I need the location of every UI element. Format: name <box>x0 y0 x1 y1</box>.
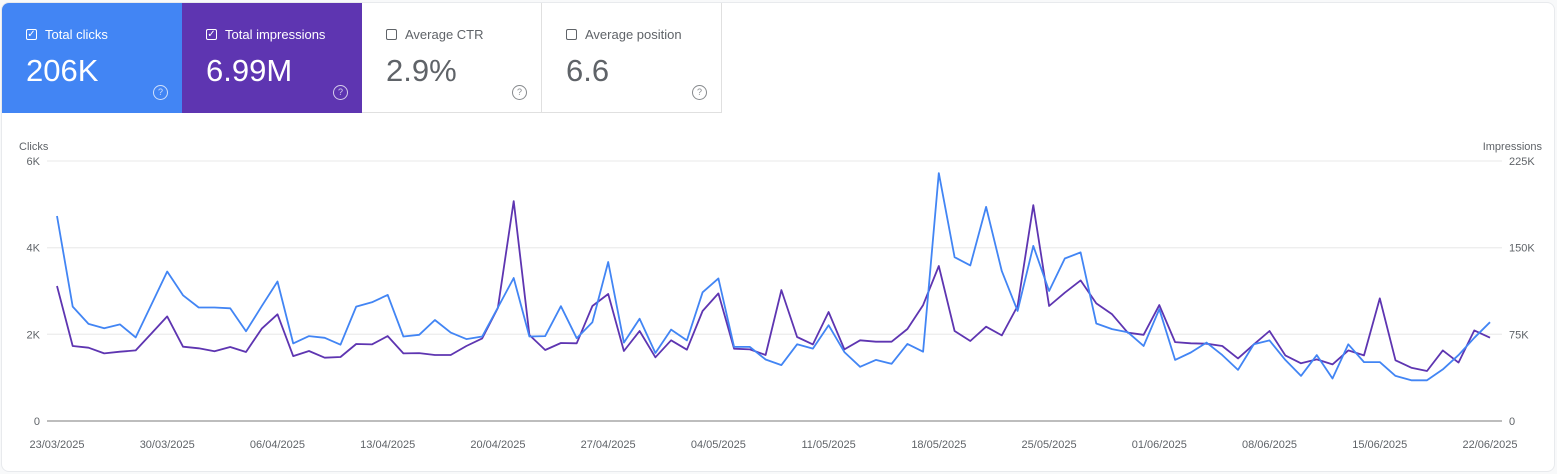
metric-value: 2.9% <box>386 53 457 88</box>
series-line-impressions <box>56 200 1491 372</box>
help-icon[interactable]: ? <box>153 85 168 100</box>
metric-label: Average CTR <box>405 27 484 42</box>
x-tick-label: 27/04/2025 <box>581 439 636 451</box>
metric-tile-total-impressions[interactable]: ✓ Total impressions 6.99M ? <box>182 3 362 113</box>
metric-tiles: ✓ Total clicks 206K ? ✓ Total impression… <box>2 3 722 113</box>
metric-value: 6.99M <box>206 53 293 88</box>
right-tick-label: 75K <box>1509 329 1529 341</box>
checkbox-unchecked-icon[interactable] <box>386 29 397 40</box>
x-tick-label: 06/04/2025 <box>250 439 305 451</box>
help-icon[interactable]: ? <box>333 85 348 100</box>
x-tick-label: 23/03/2025 <box>29 439 84 451</box>
metric-label: Average position <box>585 27 682 42</box>
metric-label: Total clicks <box>45 27 108 42</box>
left-tick-label: 4K <box>27 243 41 255</box>
x-tick-label: 20/04/2025 <box>470 439 525 451</box>
metric-label: Total impressions <box>225 27 326 42</box>
checkbox-unchecked-icon[interactable] <box>566 29 577 40</box>
x-tick-label: 25/05/2025 <box>1022 439 1077 451</box>
metric-value: 6.6 <box>566 53 610 88</box>
left-tick-label: 6K <box>27 156 41 168</box>
right-axis-label: Impressions <box>1483 141 1543 153</box>
x-tick-label: 15/06/2025 <box>1352 439 1407 451</box>
x-tick-label: 11/05/2025 <box>801 439 855 451</box>
left-tick-label: 0 <box>34 416 40 428</box>
right-tick-label: 0 <box>1509 416 1515 428</box>
x-tick-label: 08/06/2025 <box>1242 439 1297 451</box>
x-tick-label: 01/06/2025 <box>1132 439 1187 451</box>
performance-chart: Clicks Impressions 0 0 2K 75K 4K 150K 6K 225K 23… <box>19 141 1543 451</box>
checkbox-checked-icon[interactable]: ✓ <box>206 29 217 40</box>
right-tick-label: 225K <box>1509 156 1535 168</box>
metric-tile-total-clicks[interactable]: ✓ Total clicks 206K ? <box>2 3 182 113</box>
right-tick-label: 150K <box>1509 243 1535 255</box>
x-tick-label: 13/04/2025 <box>360 439 415 451</box>
help-icon[interactable]: ? <box>692 85 707 100</box>
series-line-clicks <box>56 172 1491 382</box>
x-tick-label: 04/05/2025 <box>691 439 746 451</box>
checkbox-checked-icon[interactable]: ✓ <box>26 29 37 40</box>
help-icon[interactable]: ? <box>512 85 527 100</box>
x-tick-label: 18/05/2025 <box>911 439 966 451</box>
metric-value: 206K <box>26 53 99 88</box>
left-tick-label: 2K <box>27 329 41 341</box>
x-tick-label: 22/06/2025 <box>1462 439 1517 451</box>
metric-tile-average-position[interactable]: Average position 6.6 ? <box>542 3 722 113</box>
metric-tile-average-ctr[interactable]: Average CTR 2.9% ? <box>362 3 542 113</box>
left-axis-label: Clicks <box>19 141 49 153</box>
x-tick-label: 30/03/2025 <box>140 439 195 451</box>
